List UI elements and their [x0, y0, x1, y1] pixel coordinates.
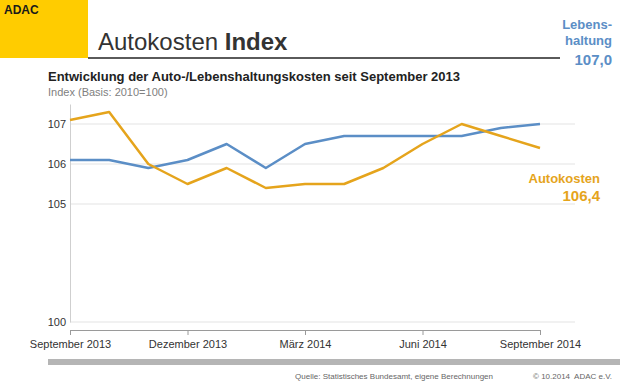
title: Autokosten Index [98, 28, 288, 55]
logo-box [0, 0, 88, 58]
y-tick: 107 [48, 118, 70, 130]
y-tick-label: 106 [48, 158, 66, 170]
header-rule [88, 57, 560, 59]
grid-line [70, 322, 575, 323]
y-axis: 100 105 106 107 [48, 105, 71, 329]
subtitle: Entwicklung der Auto-/Lebenshaltungskost… [48, 69, 460, 84]
x-tick-label: Juni 2014 [399, 338, 447, 350]
y-tick: 100 [48, 316, 70, 328]
y-tick-label: 107 [48, 118, 66, 130]
grid [70, 124, 575, 322]
x-tick: September 2014 [500, 330, 581, 350]
series-name-line: haltung [565, 33, 612, 48]
plot-area [70, 112, 540, 188]
x-tick: Juni 2014 [399, 330, 447, 350]
header: ADAC Autokosten Index [0, 0, 560, 58]
copyright: © 10.2014 ADAC e.V. [533, 372, 612, 381]
x-tick-label: Dezember 2013 [149, 338, 227, 350]
x-tick: Dezember 2013 [149, 330, 227, 350]
series-name: Autokosten [529, 171, 601, 186]
grid-line [70, 124, 575, 125]
x-tick-label: März 2014 [280, 338, 332, 350]
y-tick: 105 [48, 198, 70, 210]
logo-text: ADAC [4, 3, 39, 17]
series-name-line: Autokosten [529, 171, 601, 186]
grid-line [70, 164, 575, 165]
x-tick-mark [423, 330, 424, 335]
page: {"chart_data": { "type": "line", "logo":… [0, 0, 620, 385]
series-name-line: Lebens- [562, 17, 612, 32]
y-axis-line [70, 105, 71, 323]
footer-bar [48, 359, 620, 365]
y-tick: 106 [48, 158, 70, 170]
x-axis: September 2013 Dezember 2013 März 2014 Juni… [30, 330, 581, 350]
y-tick-label: 105 [48, 198, 66, 210]
y-tick-label: 100 [48, 316, 66, 328]
series-line [70, 112, 540, 188]
y-axis-title: Index (Basis: 2010=100) [48, 86, 168, 98]
series-labels: Lebens-haltung 107,0 Autokosten106,4 [529, 17, 613, 204]
x-tick-label: September 2014 [500, 338, 581, 350]
source: Quelle: Statistisches Bundesamt, eigene … [295, 372, 493, 381]
x-tick: September 2013 [30, 330, 111, 350]
chart-svg: ADAC Autokosten Index Entwicklung der Auto… [0, 0, 620, 385]
data-label: 106,4 [562, 187, 600, 204]
x-tick-mark [70, 330, 71, 335]
data-label: 107,0 [574, 51, 612, 68]
series-line [70, 124, 540, 168]
x-tick-label: September 2013 [30, 338, 111, 350]
title-part: Autokosten [98, 28, 225, 55]
title-part-bold: Index [225, 28, 288, 55]
x-tick-mark [305, 330, 306, 335]
x-tick-mark [540, 330, 541, 335]
x-tick: März 2014 [280, 330, 332, 350]
x-tick-mark [188, 330, 189, 335]
grid-line [70, 204, 575, 205]
series-name: Lebens-haltung [562, 17, 612, 48]
